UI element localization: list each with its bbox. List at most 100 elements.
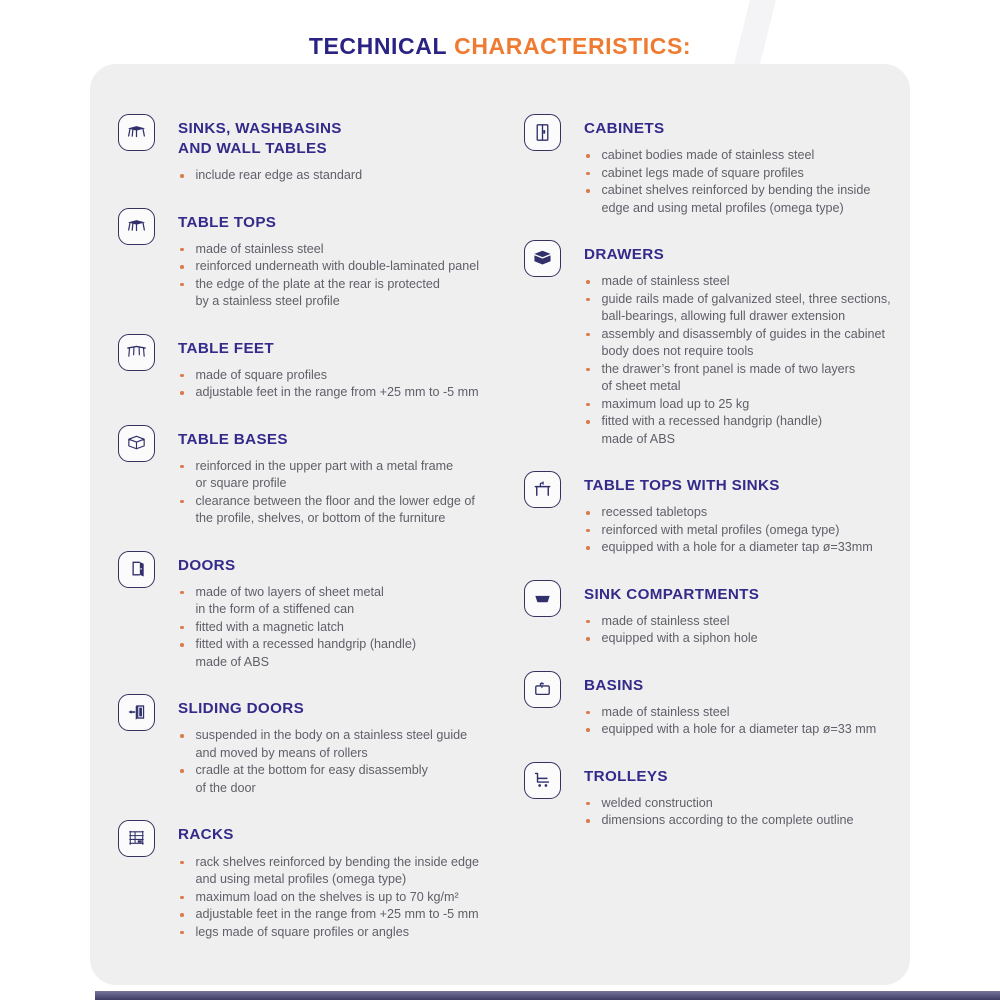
bullet-text: legs made of square profiles or angles [195,924,410,939]
bullet: suspended in the body on a stainless ste… [178,727,510,762]
bullet-text: maximum load up to 25 kg [601,396,750,411]
bullet-text: maximum load on the shelves is up to 70 … [195,889,459,904]
bullet-dot [586,637,590,641]
bullet-list: cabinet bodies made of stainless steel c… [584,147,906,217]
bullet-text: suspended in the body on a stainless ste… [195,728,468,760]
section-content: DOORS made of two layers of sheet metal … [178,551,510,672]
bullet-list: suspended in the body on a stainless ste… [178,727,510,797]
section-content: RACKS rack shelves reinforced by bending… [178,820,510,941]
bullet-dot [586,297,590,302]
page-title-primary: TECHNICAL [308,33,448,60]
section-cabinets: CABINETS cabinet bodies made of stainles… [524,114,906,217]
bullet-text: recessed tabletops [601,505,708,520]
section-drawers: DRAWERS made of stainless steel guide ra… [524,240,906,448]
bullet: recessed tabletops [584,504,906,522]
wall-table-icon [118,114,155,151]
right-column: CABINETS cabinet bodies made of stainles… [524,114,906,853]
bullet: reinforced with metal profiles (omega ty… [584,522,906,540]
characteristics-card: SINKS, WASHBASINS AND WALL TABLES includ… [90,64,910,985]
bullet: fitted with a recessed handgrip (handle)… [178,636,510,671]
bullet-dot [586,511,590,515]
section-content: TABLE FEET made of square profiles adjus… [178,334,510,402]
bullet-dot [180,625,184,630]
bullet-dot [180,860,184,864]
bullet-text: clearance between the floor and the lowe… [195,493,475,526]
bullet-list: welded construction dimensions according… [584,795,906,830]
bullet: maximum load on the shelves is up to 70 … [178,889,510,907]
bullet: made of two layers of sheet metal in the… [178,584,510,619]
bullet-list: made of stainless steel equipped with a … [584,704,906,739]
bullet: reinforced underneath with double-lamina… [178,258,510,276]
bullet-dot [180,247,184,252]
section-content: TABLE TOPS made of stainless steel reinf… [178,208,510,311]
rack-icon [118,820,155,858]
bullet: the drawer’s front panel is made of two … [584,361,906,396]
bullet-text: fitted with a magnetic latch [195,619,344,634]
bullet-text: equipped with a hole for a diameter tap … [601,540,873,555]
bullet-dot [180,282,184,287]
bullet-text: guide rails made of galvanized steel, th… [601,291,891,324]
bullet: cabinet bodies made of stainless steel [584,147,906,165]
bullet-dot [586,280,590,284]
section-content: BASINS made of stainless steel equipped … [584,671,906,739]
section-table-feet: TABLE FEET made of square profiles adjus… [118,333,510,402]
section-content: SINKS, WASHBASINS AND WALL TABLES includ… [178,114,510,185]
bullet-text: equipped with a hole for a diameter tap … [601,722,877,737]
section-racks: RACKS rack shelves reinforced by bending… [118,820,510,941]
page-title: TECHNICAL CHARACTERISTICS: [0,33,1000,60]
bullet-text: the edge of the plate at the rear is pro… [195,276,440,309]
bullet-list: recessed tabletops reinforced with metal… [584,504,906,557]
section-title-racks: RACKS [178,826,234,844]
bullet-dot [586,154,590,158]
bullet-text: made of two layers of sheet metal in the… [195,584,384,617]
bullet-list: made of stainless steel reinforced under… [178,241,510,311]
bullet-dot [586,801,590,806]
bullet-dot [586,332,590,337]
bullet: cradle at the bottom for easy disassembl… [178,762,510,797]
bullet: welded construction [584,795,906,813]
bullet: clearance between the floor and the lowe… [178,493,510,528]
basin-icon [524,670,561,708]
bullet: made of stainless steel [178,241,510,259]
bullet-text: made of stainless steel [601,704,730,719]
table-feet-icon [118,333,155,371]
bullet: guide rails made of galvanized steel, th… [584,291,906,326]
bullet: include rear edge as standard [178,167,510,185]
bullet-dot [586,619,590,624]
section-table-tops: TABLE TOPS made of stainless steel reinf… [118,207,510,311]
bullet-text: rack shelves reinforced by bending the i… [195,854,480,887]
section-title-sink-compartments: SINK COMPARTMENTS [584,585,760,603]
sliding-door-icon [118,694,155,732]
bullet: made of square profiles [178,367,510,385]
bullet-dot [586,402,590,407]
bullet-text: fitted with a recessed handgrip (handle)… [195,637,417,669]
section-title-table-tops-with-sinks: TABLE TOPS WITH SINKS [584,477,780,495]
bullet-dot [180,734,184,738]
bullet-text: cradle at the bottom for easy disassembl… [195,763,428,795]
bullet-text: adjustable feet in the range from +25 mm… [195,907,479,921]
bullet-text: cabinet legs made of square profiles [601,165,804,180]
section-sinks-washbasins: SINKS, WASHBASINS AND WALL TABLES includ… [118,114,510,185]
section-content: SINK COMPARTMENTS made of stainless stee… [584,580,906,648]
bullet-dot [586,189,590,193]
bullet: equipped with a hole for a diameter tap … [584,539,906,557]
bullet-text: reinforced with metal profiles (omega ty… [601,522,840,537]
bullet-text: adjustable feet in the range from +25 mm… [195,385,479,400]
bullet-text: cabinet shelves reinforced by bending th… [601,183,871,215]
section-title-cabinets: CABINETS [584,120,665,137]
section-content: TABLE BASES reinforced in the upper part… [178,425,510,528]
bullet: equipped with a siphon hole [584,630,906,648]
bullet: legs made of square profiles or angles [178,924,510,942]
section-basins: BASINS made of stainless steel equipped … [524,670,906,739]
bullet: fitted with a recessed handgrip (handle)… [584,413,906,448]
section-title-sliding-doors: SLIDING DOORS [178,700,305,718]
drawer-icon [524,240,561,278]
bullet: the edge of the plate at the rear is pro… [178,276,510,311]
section-content: TROLLEYS welded construction dimensions … [584,762,906,830]
section-title-basins: BASINS [584,676,644,694]
section-content: TABLE TOPS WITH SINKS recessed tabletops… [584,471,906,557]
bullet-list: made of stainless steel guide rails made… [584,273,906,448]
bullet-text: reinforced in the upper part with a meta… [195,458,454,491]
bullet-text: reinforced underneath with double-lamina… [195,259,480,274]
section-content: SLIDING DOORS suspended in the body on a… [178,694,510,797]
